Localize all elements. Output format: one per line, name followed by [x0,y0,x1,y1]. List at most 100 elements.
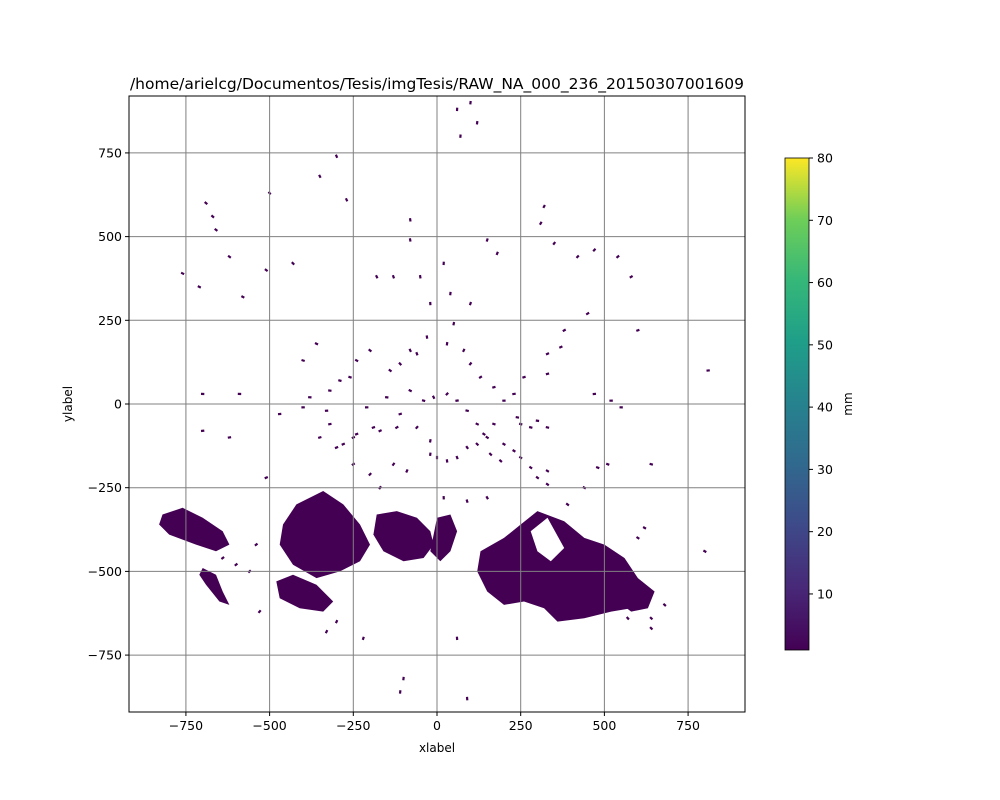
echo-point [488,452,493,457]
y-tick-label: 750 [98,145,122,160]
colorbar-tick-label: 30 [817,462,833,477]
x-axis-label: xlabel [419,741,455,755]
echo-point [468,301,473,306]
echo-point [629,274,634,279]
echo-point [528,425,533,429]
echo-point [428,439,432,443]
echo-point [431,395,436,400]
echo-point [702,549,707,554]
echo-point [378,429,383,433]
echo-point [585,311,590,316]
y-axis-label: ylabel [61,386,75,422]
echo-point [291,261,295,266]
echo-point [642,526,647,530]
echo-point [485,238,489,242]
echo-point [625,616,630,621]
echo-point [498,458,503,463]
y-tick-label: 500 [98,229,122,244]
echo-gap [530,517,565,562]
echo-point [649,616,654,621]
echo-point [415,351,419,356]
x-tick-label: 0 [433,718,441,733]
echo-point [455,399,459,402]
echo-point [408,348,412,353]
echo-point [452,321,456,326]
echo-point [408,218,412,222]
echo-point [535,475,540,480]
echo-point [227,436,232,439]
echo-point [394,425,399,430]
echo-point [649,626,654,631]
echo-point [558,345,563,349]
echo-point [515,416,520,419]
echo-point [575,254,580,259]
y-tick-label: −500 [88,564,122,579]
echo-point [391,274,396,279]
echo-point [495,251,499,256]
colorbar-tick-label: 10 [817,586,833,601]
colorbar-tick-label: 60 [817,275,833,290]
grid-layer [129,96,745,712]
echo-point [568,562,573,567]
echo-point [545,352,550,356]
echo-point [257,609,262,614]
echo-point [592,248,597,252]
echo-point [475,422,480,426]
echo-point [264,268,269,272]
echo-point [240,295,245,299]
echo-region-3 [276,574,334,612]
echo-point [324,629,329,634]
y-tick-label: 0 [114,397,122,412]
y-tick-label: −250 [88,480,122,495]
echo-point [314,342,319,346]
echo-point [562,328,567,333]
echo-point [338,379,342,383]
colorbar-tick-label: 50 [817,337,833,352]
echo-point [455,455,459,460]
echo-point [227,254,232,259]
echo-region-7 [617,578,655,612]
echo-point [220,556,225,560]
colorbar-tick-label: 70 [817,213,833,228]
echo-point [264,475,269,480]
echo-point [334,619,339,624]
echo-point [485,435,490,440]
echo-point [375,274,379,279]
echo-point [565,502,570,507]
echo-point [475,442,480,447]
echo-point [344,197,349,202]
y-axis-ticks: −750 −500 −250 0 250 500 750 [88,145,129,663]
echo-point [214,228,219,232]
echo-point [545,482,550,487]
echo-point [475,120,479,125]
echo-point [465,445,470,450]
colorbar-label: mm [841,392,855,415]
echo-point [354,432,359,436]
echo-point [595,465,600,470]
echo-point [445,392,449,396]
echo-point [418,274,422,279]
y-tick-label: −750 [88,648,122,663]
echo-point [334,445,339,450]
echo-point [180,271,185,276]
colorbar: 10 20 30 40 50 60 70 80 mm [784,151,855,651]
echo-point [545,469,550,473]
echo-point [445,459,449,463]
x-tick-label: −250 [336,718,370,733]
echo-point [318,174,322,179]
colorbar-gradient [784,157,810,651]
y-tick-label: 250 [98,313,122,328]
echo-point [465,409,470,413]
plot-area [128,95,746,713]
echo-point [465,499,469,504]
echo-point [478,375,483,380]
echo-point [481,432,486,436]
echo-point [522,375,526,379]
echo-point [254,542,259,547]
echo-point [398,412,403,416]
echo-point [635,536,640,540]
echo-region-2 [279,491,370,579]
echo-point [371,425,376,430]
echo-point [203,201,209,206]
